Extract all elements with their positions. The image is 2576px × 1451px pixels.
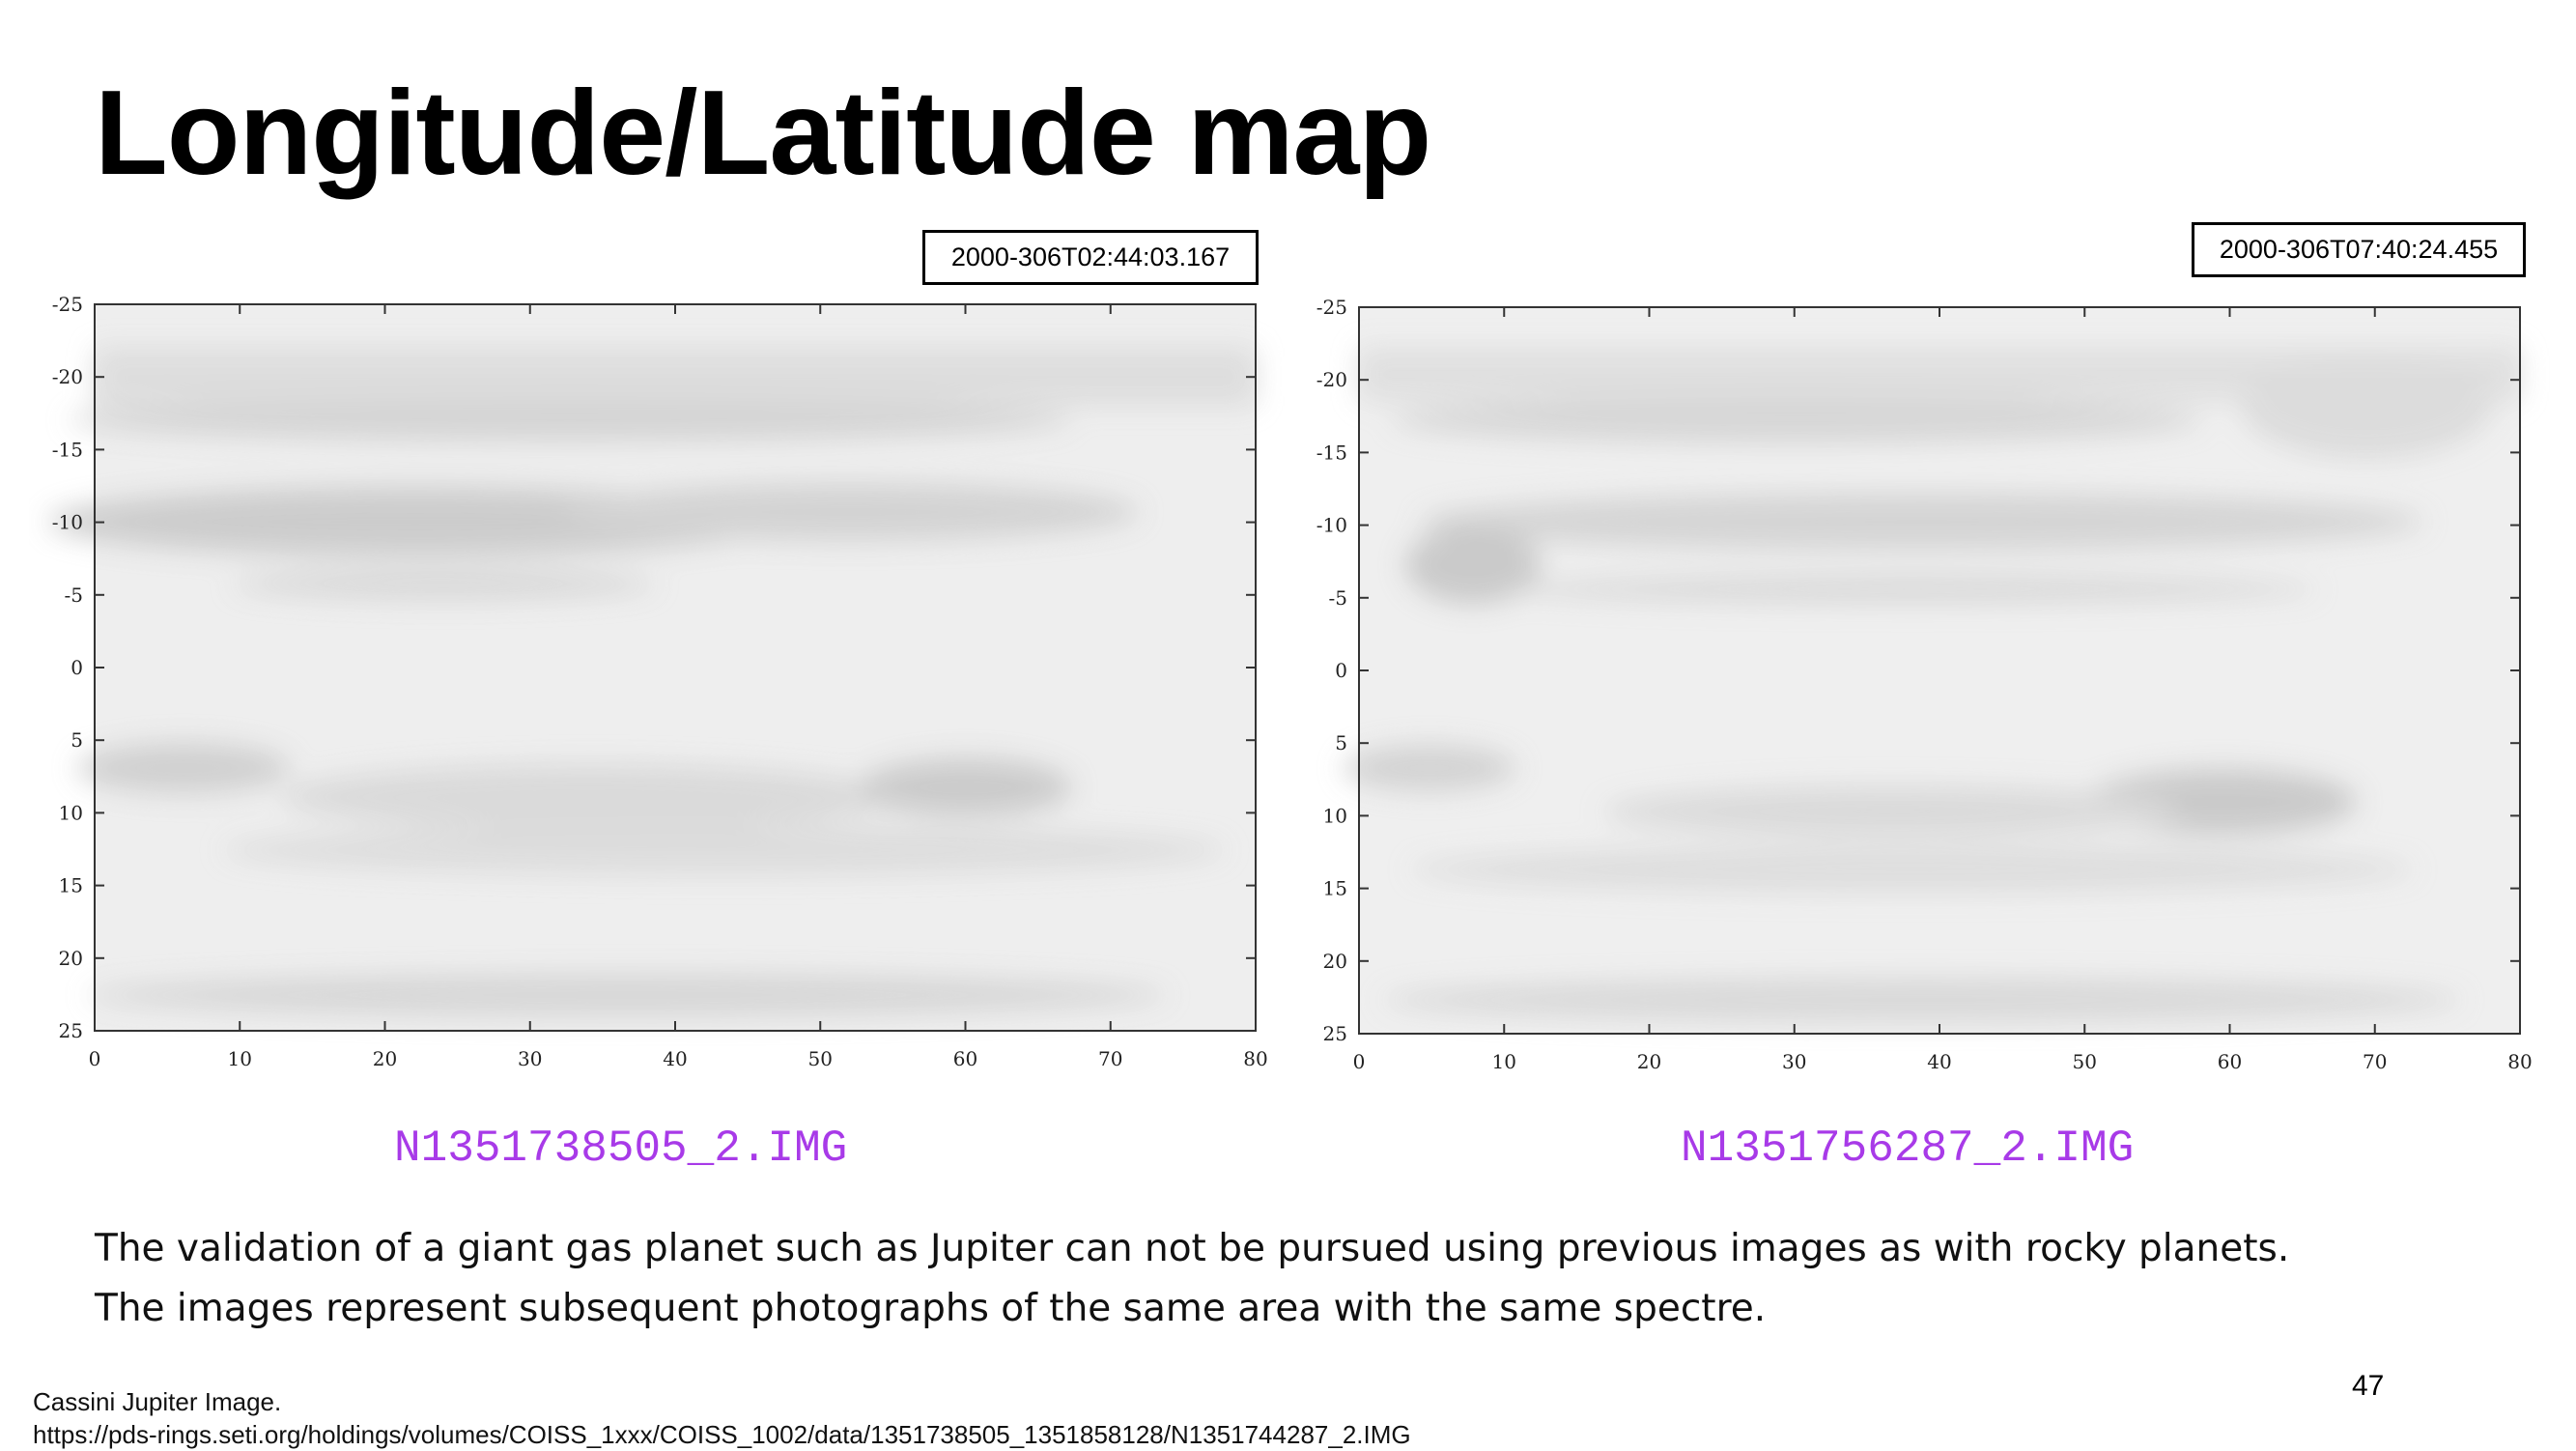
y-tick-label-left: 15 (59, 874, 83, 897)
y-tick-label-right: -25 (1316, 296, 1347, 319)
map-svg-left: 0 10 20 30 40 50 60 70 80 -25 -20 -15 -10 -5 0 5 10 15 20 2… (29, 290, 1285, 1092)
file-name-left: N1351738505_2.IMG (394, 1124, 847, 1174)
y-tick-label-right: 0 (1335, 659, 1347, 682)
jupiter-map-right: 0 10 20 30 40 50 60 70 80 -25 -20 -15 -10 -5 0 5 10 15 20 2… (1294, 290, 2576, 1092)
timestamp-left: 2000-306T02:44:03.167 (922, 230, 1259, 285)
y-tick-label-right: 10 (1323, 804, 1347, 827)
map-image-right (1343, 307, 2520, 1034)
x-tick-label-right: 60 (2218, 1050, 2242, 1073)
map-image-left (48, 304, 1256, 1031)
body-line-1: The validation of a giant gas planet suc… (95, 1219, 2289, 1279)
y-tick-label-left: -5 (65, 583, 83, 607)
y-tick-label-left: 20 (59, 947, 83, 970)
x-tick-label-left: 70 (1098, 1047, 1122, 1070)
x-tick-label-right: 30 (1782, 1050, 1806, 1073)
y-tick-label-right: -15 (1316, 441, 1347, 464)
x-tick-label-left: 40 (663, 1047, 687, 1070)
jupiter-map-left: 0 10 20 30 40 50 60 70 80 -25 -20 -15 -10 -5 0 5 10 15 20 2… (29, 290, 1285, 1092)
x-tick-label-left: 80 (1243, 1047, 1267, 1070)
x-tick-label-left: 60 (953, 1047, 977, 1070)
source-url: https://pds-rings.seti.org/holdings/volu… (33, 1418, 1411, 1451)
y-tick-label-right: 25 (1323, 1022, 1347, 1045)
y-tick-label-left: 0 (71, 656, 83, 679)
body-text: The validation of a giant gas planet suc… (95, 1219, 2289, 1339)
body-line-2: The images represent subsequent photogra… (95, 1279, 2289, 1339)
y-tick-label-right: 5 (1335, 731, 1347, 754)
x-tick-label-right: 0 (1353, 1050, 1366, 1073)
source-note: Cassini Jupiter Image. https://pds-rings… (33, 1385, 1411, 1451)
source-label: Cassini Jupiter Image. (33, 1385, 1411, 1418)
y-tick-label-right: -10 (1316, 514, 1347, 537)
y-tick-label-left: -25 (52, 293, 83, 316)
file-name-right: N1351756287_2.IMG (1681, 1124, 2134, 1174)
x-tick-label-right: 50 (2073, 1050, 2097, 1073)
x-tick-label-right: 70 (2363, 1050, 2387, 1073)
timestamp-right: 2000-306T07:40:24.455 (2192, 222, 2526, 277)
x-tick-label-left: 50 (808, 1047, 833, 1070)
x-tick-label-left: 30 (518, 1047, 542, 1070)
y-tick-label-left: 10 (59, 801, 83, 824)
x-tick-label-right: 40 (1927, 1050, 1951, 1073)
x-tick-label-left: 20 (373, 1047, 397, 1070)
x-tick-label-right: 80 (2507, 1050, 2532, 1073)
x-tick-label-right: 10 (1492, 1050, 1516, 1073)
map-svg-right: 0 10 20 30 40 50 60 70 80 -25 -20 -15 -10 -5 0 5 10 15 20 2… (1294, 290, 2576, 1092)
page-number: 47 (2352, 1370, 2384, 1403)
x-tick-label-right: 20 (1637, 1050, 1661, 1073)
y-tick-label-right: 20 (1323, 950, 1347, 973)
y-tick-label-left: 5 (71, 728, 83, 752)
y-tick-label-right: -5 (1329, 586, 1347, 610)
slide-title: Longitude/Latitude map (95, 68, 1430, 199)
y-tick-label-left: 25 (59, 1019, 83, 1042)
y-tick-label-left: -20 (52, 365, 83, 388)
y-tick-label-left: -10 (52, 511, 83, 534)
y-tick-label-right: -20 (1316, 368, 1347, 391)
x-tick-label-left: 10 (228, 1047, 252, 1070)
x-tick-label-left: 0 (89, 1047, 101, 1070)
y-tick-label-left: -15 (52, 438, 83, 461)
y-tick-label-right: 15 (1323, 877, 1347, 900)
